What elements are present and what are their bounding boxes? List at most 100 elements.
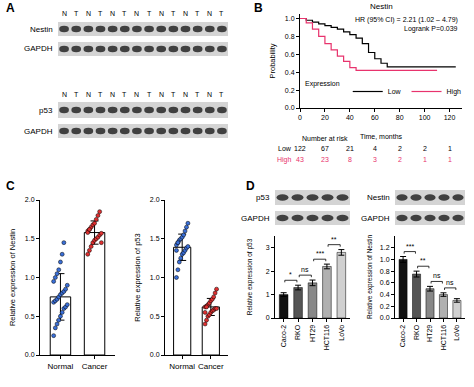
svg-text:N: N xyxy=(207,10,212,17)
svg-text:T: T xyxy=(98,10,103,17)
svg-text:4: 4 xyxy=(373,145,377,152)
svg-text:N: N xyxy=(207,91,212,98)
svg-text:Caco-2: Caco-2 xyxy=(280,325,287,348)
svg-text:2: 2 xyxy=(423,145,427,152)
svg-text:0.6: 0.6 xyxy=(285,51,295,58)
svg-text:N: N xyxy=(62,91,67,98)
svg-text:Cancer: Cancer xyxy=(198,362,224,371)
svg-text:Low: Low xyxy=(388,88,402,95)
svg-text:67: 67 xyxy=(321,145,329,152)
svg-text:0: 0 xyxy=(266,314,270,321)
svg-text:0.8: 0.8 xyxy=(285,33,295,40)
svg-text:N: N xyxy=(110,10,115,17)
svg-text:1: 1 xyxy=(423,156,427,163)
svg-text:**: ** xyxy=(420,257,426,264)
svg-text:0.2: 0.2 xyxy=(285,87,295,94)
svg-text:A: A xyxy=(6,1,15,15)
svg-text:C: C xyxy=(6,179,15,193)
svg-text:1.2: 1.2 xyxy=(380,244,390,251)
svg-text:***: *** xyxy=(316,250,324,257)
svg-text:T: T xyxy=(147,10,152,17)
svg-text:B: B xyxy=(254,1,263,15)
svg-text:GAPDH: GAPDH xyxy=(24,44,53,53)
svg-text:2: 2 xyxy=(398,156,402,163)
svg-text:60: 60 xyxy=(371,114,379,121)
svg-text:T: T xyxy=(171,91,176,98)
svg-text:Low: Low xyxy=(278,145,292,152)
svg-text:T: T xyxy=(219,91,224,98)
svg-text:N: N xyxy=(86,91,91,98)
svg-text:GAPDH: GAPDH xyxy=(241,214,270,223)
svg-text:D: D xyxy=(246,179,255,193)
svg-text:N: N xyxy=(183,10,188,17)
svg-text:High: High xyxy=(447,88,462,96)
svg-text:N: N xyxy=(183,91,188,98)
svg-text:1.0: 1.0 xyxy=(285,15,295,22)
svg-text:Relative expression of p53: Relative expression of p53 xyxy=(246,238,254,315)
svg-text:Expression: Expression xyxy=(305,80,340,88)
svg-text:N: N xyxy=(159,10,164,17)
svg-text:p53: p53 xyxy=(39,106,53,115)
svg-text:0.6: 0.6 xyxy=(380,279,390,286)
svg-text:T: T xyxy=(74,10,79,17)
svg-text:120: 120 xyxy=(444,114,456,121)
svg-text:GAPDH: GAPDH xyxy=(361,214,390,223)
svg-text:1: 1 xyxy=(266,291,270,298)
svg-text:HCT116: HCT116 xyxy=(440,325,447,351)
svg-text:Caco-2: Caco-2 xyxy=(399,325,406,348)
svg-text:2.0: 2.0 xyxy=(150,196,160,203)
svg-text:RKO: RKO xyxy=(294,324,301,340)
svg-text:T: T xyxy=(195,10,200,17)
svg-text:***: *** xyxy=(406,243,414,250)
svg-text:0.0: 0.0 xyxy=(150,351,160,358)
svg-text:HR (95% CI) = 2.21 (1.02 – 4.7: HR (95% CI) = 2.21 (1.02 – 4.79) xyxy=(355,16,458,24)
svg-text:0.5: 0.5 xyxy=(25,313,35,320)
svg-text:Time, months: Time, months xyxy=(360,133,403,140)
svg-text:1.0: 1.0 xyxy=(380,256,390,263)
svg-text:ns: ns xyxy=(301,266,309,273)
svg-text:T: T xyxy=(171,10,176,17)
svg-text:1: 1 xyxy=(448,145,452,152)
svg-text:122: 122 xyxy=(294,145,306,152)
svg-text:Number at risk: Number at risk xyxy=(302,135,348,142)
svg-text:2: 2 xyxy=(266,268,270,275)
svg-text:Nestin: Nestin xyxy=(367,193,390,202)
svg-text:ns: ns xyxy=(433,272,441,279)
svg-text:Nestin: Nestin xyxy=(30,25,53,34)
svg-text:HCT116: HCT116 xyxy=(323,325,330,351)
svg-text:T: T xyxy=(122,91,127,98)
svg-text:Normal: Normal xyxy=(169,362,195,371)
svg-text:LoVo: LoVo xyxy=(338,325,345,341)
svg-text:LoVo: LoVo xyxy=(453,325,460,341)
svg-text:Probability: Probability xyxy=(268,43,277,78)
svg-text:N: N xyxy=(110,91,115,98)
svg-text:0: 0 xyxy=(298,114,302,121)
svg-text:N: N xyxy=(134,10,139,17)
svg-text:**: ** xyxy=(331,236,337,243)
svg-text:3: 3 xyxy=(266,244,270,251)
svg-text:0.0: 0.0 xyxy=(25,351,35,358)
svg-text:Relative expression of p53: Relative expression of p53 xyxy=(133,233,142,321)
svg-text:Relative expression of Nestin: Relative expression of Nestin xyxy=(366,235,374,320)
svg-text:N: N xyxy=(134,91,139,98)
svg-text:Normal: Normal xyxy=(48,362,74,371)
svg-text:23: 23 xyxy=(321,156,329,163)
svg-text:GAPDH: GAPDH xyxy=(24,127,53,136)
svg-text:3: 3 xyxy=(373,156,377,163)
svg-text:0.5: 0.5 xyxy=(150,313,160,320)
svg-text:Nestin: Nestin xyxy=(370,2,393,11)
svg-text:0.2: 0.2 xyxy=(380,303,390,310)
svg-text:8: 8 xyxy=(348,156,352,163)
svg-text:T: T xyxy=(195,91,200,98)
svg-text:*: * xyxy=(289,271,292,278)
svg-text:High: High xyxy=(277,156,292,164)
svg-text:0.4: 0.4 xyxy=(285,69,295,76)
svg-text:1.0: 1.0 xyxy=(25,274,35,281)
svg-text:Logrank P=0.039: Logrank P=0.039 xyxy=(404,25,458,33)
svg-text:1.5: 1.5 xyxy=(150,235,160,242)
svg-text:N: N xyxy=(159,91,164,98)
svg-text:0.0: 0.0 xyxy=(380,314,390,321)
svg-text:Cancer: Cancer xyxy=(82,362,108,371)
svg-text:1.5: 1.5 xyxy=(25,235,35,242)
svg-text:RKO: RKO xyxy=(413,324,420,340)
